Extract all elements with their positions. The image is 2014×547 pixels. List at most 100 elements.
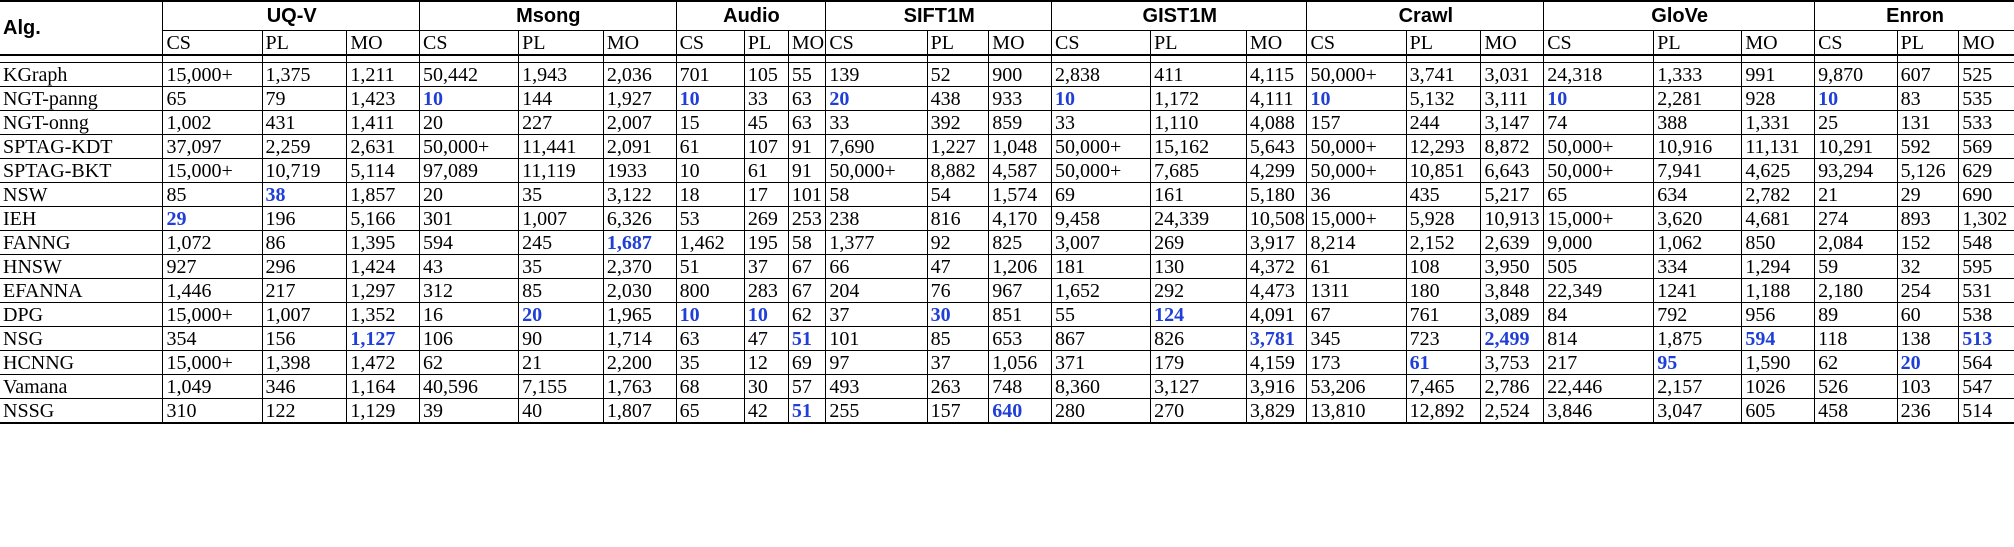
- table-cell: 91: [788, 134, 827, 159]
- table-cell: 20: [518, 302, 604, 327]
- table-cell: 179: [1150, 350, 1247, 375]
- table-cell: 1,687: [603, 230, 677, 255]
- table-cell: 2,786: [1480, 374, 1545, 399]
- metric-header-mo: MO: [1246, 30, 1308, 56]
- table-cell: 204: [825, 278, 928, 303]
- dataset-header: UQ-V: [162, 0, 421, 31]
- table-cell: 8,882: [927, 158, 990, 183]
- table-cell: 37,097: [162, 134, 263, 159]
- table-cell: 50,000+: [825, 158, 928, 183]
- table-cell: 15: [676, 110, 745, 135]
- table-cell: 97: [825, 350, 928, 375]
- table-cell: 65: [1543, 182, 1655, 207]
- table-cell: 58: [788, 230, 827, 255]
- table-cell: 2,200: [603, 350, 677, 375]
- best-value: 20: [829, 87, 850, 110]
- table-row: HCNNG 15,000+ 1,398 1,472 62 21 2,200 35 12 69 97 3…: [0, 350, 2014, 375]
- spacer-cell: [1814, 54, 1898, 63]
- table-cell: 4,625: [1741, 158, 1816, 183]
- table-cell: 928: [1741, 86, 1816, 111]
- table-cell: 22,446: [1543, 374, 1655, 399]
- algorithm-name: EFANNA: [0, 278, 164, 303]
- table-cell: 893: [1897, 206, 1960, 231]
- table-cell: 50,000+: [1051, 134, 1152, 159]
- algorithm-name: HCNNG: [0, 350, 164, 375]
- table-cell: 40,596: [419, 374, 520, 399]
- table-row: EFANNA 1,446 217 1,297 312 85 2,030 800 283 67 204…: [0, 278, 2014, 303]
- table-cell: 283: [744, 278, 789, 303]
- table-cell: 157: [1306, 110, 1407, 135]
- table-cell: 11,131: [1741, 134, 1816, 159]
- spacer-cell: [346, 54, 421, 63]
- metric-header-mo: MO: [988, 30, 1053, 56]
- table-cell: 131: [1897, 110, 1960, 135]
- table-cell: 25: [1814, 110, 1898, 135]
- spacer-cell: [603, 54, 677, 63]
- metric-header-pl: PL: [1653, 30, 1743, 56]
- table-cell: 956: [1741, 302, 1816, 327]
- table-cell: 3,916: [1246, 374, 1308, 399]
- best-value: 513: [1962, 327, 1993, 350]
- algorithm-name: DPG: [0, 302, 164, 327]
- table-cell: 531: [1958, 278, 2014, 303]
- table-cell: 50,000+: [1051, 158, 1152, 183]
- metric-header-pl: PL: [518, 30, 604, 56]
- table-cell: 101: [788, 182, 827, 207]
- table-cell: 30: [744, 374, 789, 399]
- table-cell: 1,411: [346, 110, 421, 135]
- table-cell: 245: [518, 230, 604, 255]
- table-cell: 10,851: [1406, 158, 1482, 183]
- table-cell: 3,848: [1480, 278, 1545, 303]
- table-cell: 2,091: [603, 134, 677, 159]
- table-cell: 50,000+: [1543, 134, 1655, 159]
- table-cell: 12,293: [1406, 134, 1482, 159]
- table-cell: 227: [518, 110, 604, 135]
- table-cell: 254: [1897, 278, 1960, 303]
- table-cell: 37: [927, 350, 990, 375]
- table-cell: 85: [162, 182, 263, 207]
- table-cell: 90: [518, 326, 604, 351]
- best-value: 10: [1818, 87, 1839, 110]
- table-cell: 9,458: [1051, 206, 1152, 231]
- algorithm-name: FANNG: [0, 230, 164, 255]
- table-cell: 10: [676, 158, 745, 183]
- table-cell: 5,114: [346, 158, 421, 183]
- table-cell: 6,326: [603, 206, 677, 231]
- table-cell: 3,047: [1653, 398, 1743, 424]
- table-cell: 50,000+: [1306, 158, 1407, 183]
- table-cell: 1,333: [1653, 62, 1743, 87]
- table-cell: 513: [1958, 326, 2014, 351]
- table-cell: 63: [788, 110, 827, 135]
- table-cell: 274: [1814, 206, 1898, 231]
- table-cell: 29: [1897, 182, 1960, 207]
- table-cell: 2,180: [1814, 278, 1898, 303]
- metric-header-pl: PL: [1406, 30, 1482, 56]
- spacer-cell: [1543, 54, 1655, 63]
- table-cell: 156: [262, 326, 348, 351]
- table-cell: 2,499: [1480, 326, 1545, 351]
- best-value: 594: [1745, 327, 1776, 350]
- table-cell: 20: [419, 110, 520, 135]
- table-cell: 1,056: [988, 350, 1053, 375]
- table-cell: 816: [927, 206, 990, 231]
- table-cell: 458: [1814, 398, 1898, 424]
- table-cell: 411: [1150, 62, 1247, 87]
- metric-header-cs: CS: [825, 30, 928, 56]
- table-cell: 61: [1306, 254, 1407, 279]
- table-cell: 13,810: [1306, 398, 1407, 424]
- table-cell: 33: [825, 110, 928, 135]
- table-cell: 60: [1897, 302, 1960, 327]
- dataset-header: Enron: [1814, 0, 2014, 31]
- table-cell: 4,473: [1246, 278, 1308, 303]
- table-cell: 236: [1897, 398, 1960, 424]
- table-cell: 1,172: [1150, 86, 1247, 111]
- table-cell: 33: [1051, 110, 1152, 135]
- spacer-cell: [419, 54, 520, 63]
- table-cell: 122: [262, 398, 348, 424]
- table-cell: 30: [927, 302, 990, 327]
- table-cell: 97,089: [419, 158, 520, 183]
- table-cell: 69: [788, 350, 827, 375]
- table-cell: 89: [1814, 302, 1898, 327]
- table-cell: 138: [1897, 326, 1960, 351]
- table-cell: 67: [788, 278, 827, 303]
